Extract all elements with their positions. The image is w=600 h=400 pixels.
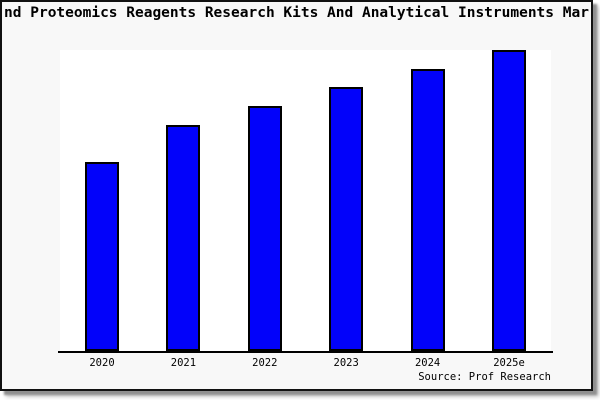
x-axis-line <box>58 351 553 353</box>
bar-2021 <box>166 125 201 351</box>
x-tick-label-2023: 2023 <box>333 357 359 369</box>
x-tick-label-2020: 2020 <box>89 357 115 369</box>
bar-2022 <box>247 106 282 351</box>
bar-2025e <box>492 50 526 351</box>
x-tick-label-2025e: 2025e <box>493 357 525 369</box>
x-tick-label-2021: 2021 <box>170 357 197 369</box>
bar-2020 <box>85 162 119 351</box>
x-axis-labels: 2020 2021 2022 2023 2024 2025e <box>60 357 551 371</box>
chart-window: nd Proteomics Reagents Research Kits And… <box>0 0 593 391</box>
x-tick-label-2024: 2024 <box>414 357 441 369</box>
x-tick-label-2022: 2022 <box>252 357 278 369</box>
bar-2024 <box>410 69 445 351</box>
source-note: Source: Prof Research <box>418 371 551 383</box>
bar-2023 <box>329 87 364 351</box>
chart-title: nd Proteomics Reagents Research Kits And… <box>4 5 589 21</box>
plot-area <box>60 50 551 351</box>
